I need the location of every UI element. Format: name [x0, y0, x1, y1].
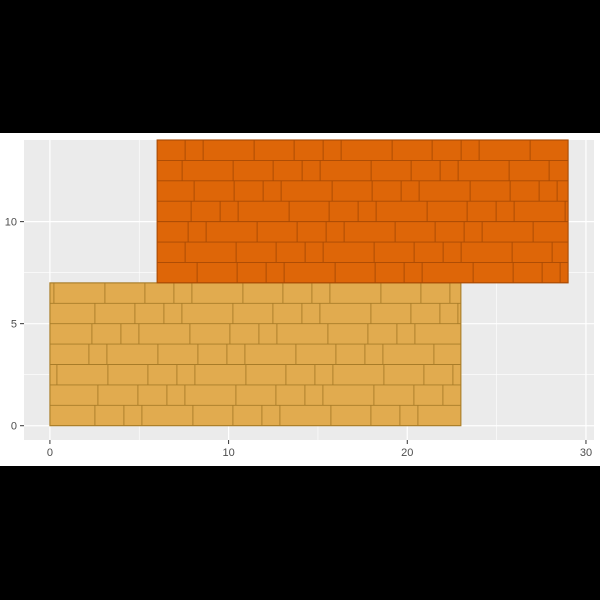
y-tick-label: 5: [11, 319, 17, 331]
rect-2-fill: [157, 140, 568, 283]
y-tick-label: 10: [5, 217, 17, 229]
x-tick-label: 0: [47, 447, 53, 459]
x-tick-label: 10: [222, 447, 234, 459]
x-tick-label: 20: [401, 447, 413, 459]
rect-1-fill: [50, 283, 461, 426]
y-tick-label: 0: [11, 421, 17, 433]
x-tick-label: 30: [580, 447, 592, 459]
